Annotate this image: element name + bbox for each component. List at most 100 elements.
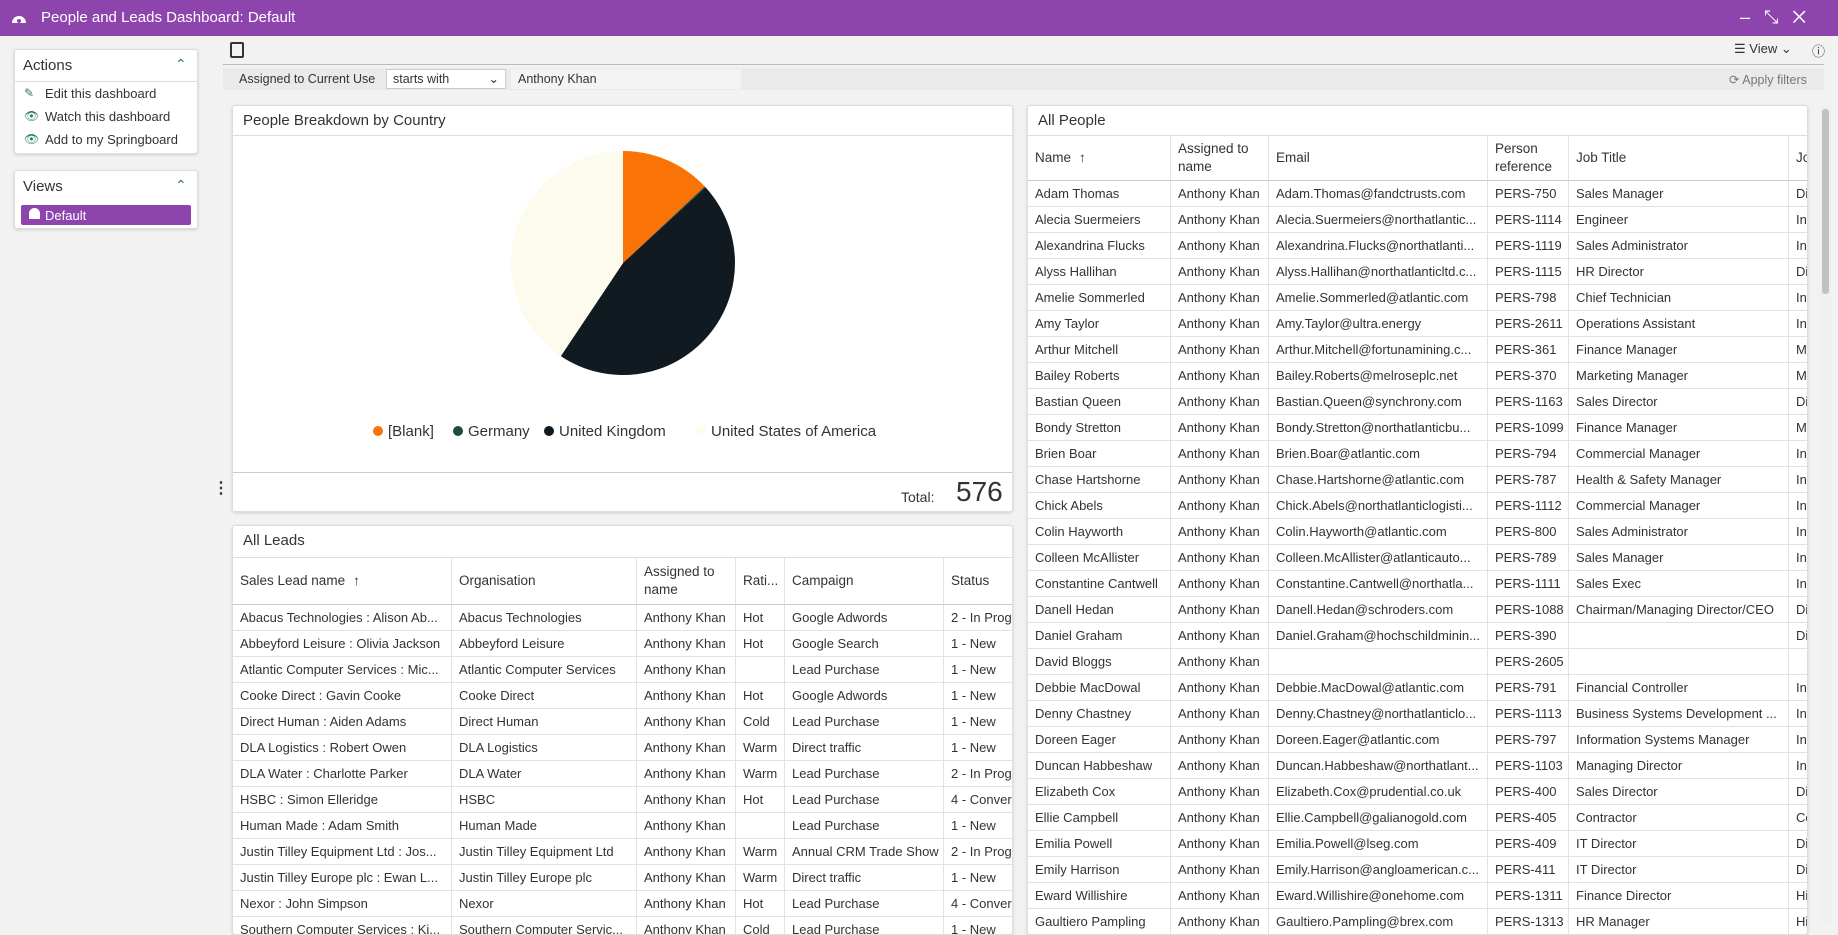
column-header[interactable]: Rati... <box>736 557 785 605</box>
action-link[interactable]: Watch this dashboard <box>45 109 171 124</box>
filter-operator[interactable]: starts with ⌄ <box>386 69 506 89</box>
table-cell: Anthony Khan <box>1171 285 1269 311</box>
table-cell: PERS-1119 <box>1488 233 1569 259</box>
table-cell: Denny Chastney <box>1028 701 1171 727</box>
column-header[interactable]: Status <box>944 557 1012 605</box>
table-cell: In <box>1789 493 1807 519</box>
table-cell: Sales Manager <box>1569 181 1789 207</box>
table-cell: Anthony Khan <box>1171 805 1269 831</box>
pie-slice <box>623 186 706 263</box>
table-cell: Colleen.McAllister@atlanticauto... <box>1269 545 1488 571</box>
header-text: Jo <box>1796 149 1807 165</box>
column-header[interactable]: Assigned to name <box>1171 135 1269 181</box>
table-cell: Anthony Khan <box>1171 493 1269 519</box>
table-cell: Amy.Taylor@ultra.energy <box>1269 311 1488 337</box>
table-cell: Emilia Powell <box>1028 831 1171 857</box>
scroll-thumb[interactable] <box>1822 109 1829 294</box>
table-cell: 1 - New <box>944 683 1012 709</box>
table-cell: Anthony Khan <box>1171 337 1269 363</box>
table-cell: PERS-794 <box>1488 441 1569 467</box>
views-panel: Views ⌃ Default <box>14 170 198 229</box>
pie-chart: [Blank] Germany United Kingdom United State… <box>373 151 877 440</box>
sort-arrow: ↑ <box>1079 149 1086 165</box>
collapse[interactable]: ⌃ <box>175 56 187 72</box>
action-icon: 👁 <box>24 132 40 146</box>
scrollbar[interactable] <box>1820 105 1831 925</box>
table-cell: Co <box>1789 805 1807 831</box>
table-cell: Sales Director <box>1569 779 1789 805</box>
resize-handle[interactable]: ⋮ <box>213 480 229 497</box>
table-cell: PERS-797 <box>1488 727 1569 753</box>
table-cell: In <box>1789 233 1807 259</box>
table-cell: In <box>1789 207 1807 233</box>
column-header[interactable]: Organisation <box>452 557 637 605</box>
table-cell: Debbie.MacDowal@atlantic.com <box>1269 675 1488 701</box>
table-cell: Chick Abels <box>1028 493 1171 519</box>
column-header[interactable]: Sales Lead name ↑ <box>233 557 452 605</box>
table-cell: Atlantic Computer Services : Mic... <box>233 657 452 683</box>
view-menu[interactable]: ☰ View ⌄ <box>1734 41 1792 56</box>
table-cell: Di <box>1789 597 1807 623</box>
header-text: Person reference <box>1495 140 1553 174</box>
table-cell: 2 - In Prog <box>944 761 1012 787</box>
table-cell: Emily.Harrison@angloamerican.c... <box>1269 857 1488 883</box>
header-text: Rati... <box>743 572 779 588</box>
view-item[interactable]: Default <box>21 205 191 225</box>
info-icon[interactable]: ⓘ <box>1812 44 1826 59</box>
view-icon <box>29 208 40 219</box>
table-cell: 4 - Conver <box>944 891 1012 917</box>
table-cell: PERS-405 <box>1488 805 1569 831</box>
table-cell: Alexandrina Flucks <box>1028 233 1171 259</box>
legend-label: Germany <box>468 423 530 440</box>
table-cell: HSBC : Simon Elleridge <box>233 787 452 813</box>
table-cell: Adam Thomas <box>1028 181 1171 207</box>
sidebar-toggle[interactable] <box>230 42 244 58</box>
action-link[interactable]: Edit this dashboard <box>45 86 157 101</box>
column-header[interactable]: Name ↑ <box>1028 135 1171 181</box>
widget-title: All Leads <box>243 532 305 549</box>
column-header[interactable]: Assigned to name <box>637 557 736 605</box>
collapse[interactable]: ⌃ <box>175 177 187 193</box>
table-cell: Warm <box>736 735 785 761</box>
action-link[interactable]: Add to my Springboard <box>45 132 178 147</box>
table-cell: Anthony Khan <box>1171 311 1269 337</box>
table-cell: PERS-789 <box>1488 545 1569 571</box>
table-cell: 4 - Conver <box>944 787 1012 813</box>
table-cell: Commercial Manager <box>1569 493 1789 519</box>
table-cell: In <box>1789 727 1807 753</box>
column-header[interactable]: Job Title <box>1569 135 1789 181</box>
table-cell: Anthony Khan <box>1171 441 1269 467</box>
panel-title: Actions <box>23 57 73 74</box>
table-cell: Emily Harrison <box>1028 857 1171 883</box>
table-cell: PERS-361 <box>1488 337 1569 363</box>
table-cell: Anthony Khan <box>1171 623 1269 649</box>
table-cell: Anthony Khan <box>1171 207 1269 233</box>
table-cell: PERS-1113 <box>1488 701 1569 727</box>
apply-label: Apply filters <box>1742 73 1807 87</box>
view-label: View <box>1749 41 1778 56</box>
header-text: Email <box>1276 149 1310 165</box>
list-icon: ☰ <box>1734 41 1750 56</box>
table-cell: Danell.Hedan@schroders.com <box>1269 597 1488 623</box>
column-header[interactable]: Email <box>1269 135 1488 181</box>
table-cell: Abacus Technologies <box>452 605 637 631</box>
table-cell: In <box>1789 467 1807 493</box>
table-cell: Abacus Technologies : Alison Ab... <box>233 605 452 631</box>
column-header[interactable]: Person reference <box>1488 135 1569 181</box>
table-cell: Hot <box>736 787 785 813</box>
apply-filters[interactable]: ⟳ Apply filters <box>1729 73 1807 87</box>
table-cell <box>1569 623 1789 649</box>
table-cell: Anthony Khan <box>1171 753 1269 779</box>
column-header[interactable]: Jo <box>1789 135 1807 181</box>
table-cell: Hot <box>736 683 785 709</box>
window-controls[interactable]: –⤡✕ <box>1740 7 1821 27</box>
title-bar: People and Leads Dashboard: Default –⤡✕ <box>0 0 1838 36</box>
divider <box>233 135 1012 136</box>
table-cell: Sales Administrator <box>1569 233 1789 259</box>
table-cell: Anthony Khan <box>1171 883 1269 909</box>
table-cell: Lead Purchase <box>785 917 944 934</box>
table-cell: In <box>1789 701 1807 727</box>
legend-swatch <box>453 426 463 436</box>
filter-value[interactable]: Anthony Khan <box>511 69 741 89</box>
column-header[interactable]: Campaign <box>785 557 944 605</box>
